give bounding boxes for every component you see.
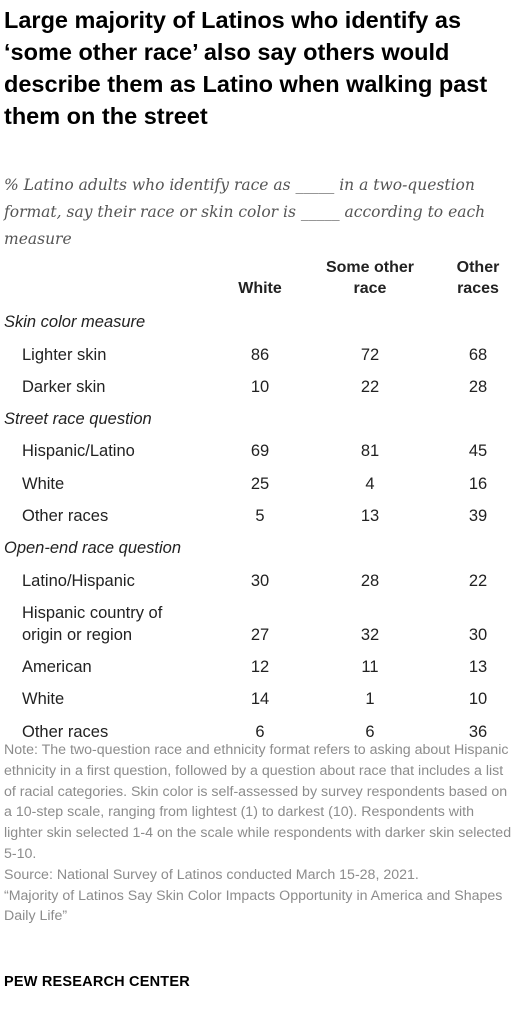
table-row: Hispanic/Latino 69 81 45 (0, 436, 518, 468)
cell-white: 69 (250, 442, 270, 461)
table-row: White 25 4 16 (0, 468, 518, 500)
section-header: Street race question (0, 404, 518, 436)
table-row: Hispanic country of origin or region 27 32… (0, 598, 518, 652)
cell-some-other-race: 11 (361, 657, 379, 676)
cell-white: 5 (255, 507, 265, 526)
cell-other-races: 13 (468, 657, 488, 676)
cell-some-other-race: 32 (360, 625, 380, 644)
cell-some-other-race: 13 (360, 507, 380, 526)
cell-some-other-race: 4 (365, 474, 375, 493)
cell-white: 10 (250, 377, 270, 396)
cell-other-races: 36 (468, 722, 488, 741)
cell-white: 30 (250, 571, 270, 590)
row-label: White (22, 690, 65, 709)
cell-white: 6 (255, 722, 265, 741)
cell-some-other-race: 72 (360, 345, 380, 364)
cell-white: 27 (250, 625, 270, 644)
row-label: Other races (22, 722, 109, 741)
chart-subtitle: % Latino adults who identify race as ___… (4, 176, 486, 248)
table-header: White Some other race Other races (0, 252, 518, 307)
cell-other-races: 39 (468, 507, 488, 526)
row-label: American (22, 657, 92, 676)
table-row: Latino/Hispanic 30 28 22 (0, 565, 518, 597)
footnotes: Note: The two-question race and ethnicit… (4, 740, 514, 927)
cell-other-races: 28 (468, 377, 488, 396)
cell-white: 25 (250, 474, 270, 493)
section-label: Skin color measure (4, 313, 146, 332)
row-label: Hispanic/Latino (22, 442, 135, 461)
section-header: Skin color measure (0, 307, 518, 339)
row-label: Other races (22, 507, 109, 526)
table-row: American 12 11 13 (0, 652, 518, 684)
table-body: Skin color measure Lighter skin 86 72 68 Dark… (0, 307, 518, 749)
table-row: White 14 1 10 (0, 684, 518, 716)
section-label: Street race question (4, 410, 152, 429)
row-label: Lighter skin (22, 345, 107, 364)
cell-white: 14 (250, 690, 270, 709)
column-header-some-other-race: Some other race (325, 259, 414, 297)
column-header-white: White (238, 280, 282, 297)
row-label: Darker skin (22, 377, 106, 396)
section-label: Open-end race question (4, 539, 182, 558)
cell-other-races: 68 (468, 345, 488, 364)
report-title: “Majority of Latinos Say Skin Color Impa… (4, 887, 503, 925)
cell-some-other-race: 22 (360, 377, 380, 396)
source-text: Source: National Survey of Latinos condu… (4, 866, 419, 883)
cell-white: 12 (250, 657, 270, 676)
cell-other-races: 10 (468, 690, 488, 709)
note-text: Note: The two-question race and ethnicit… (4, 742, 512, 862)
chart-title: Large majority of Latinos who identify a… (4, 7, 488, 129)
table-row: Other races 6 6 36 (0, 716, 518, 748)
row-label: Latino/Hispanic (22, 571, 135, 590)
cell-other-races: 30 (468, 625, 488, 644)
cell-other-races: 45 (468, 442, 488, 461)
table-row: Darker skin 10 22 28 (0, 372, 518, 404)
cell-some-other-race: 1 (365, 690, 375, 709)
data-table: White Some other race Other races Skin c… (0, 252, 518, 749)
row-label: White (22, 474, 65, 493)
column-header-other-races: Other races (456, 259, 500, 297)
cell-other-races: 22 (468, 571, 488, 590)
table-row: Other races 5 13 39 (0, 501, 518, 533)
section-header: Open-end race question (0, 533, 518, 565)
brand-logo-text: PEW RESEARCH CENTER (4, 974, 190, 990)
cell-some-other-race: 28 (360, 571, 380, 590)
cell-other-races: 16 (468, 474, 488, 493)
table-row: Lighter skin 86 72 68 (0, 339, 518, 371)
cell-some-other-race: 6 (365, 722, 375, 741)
cell-some-other-race: 81 (360, 442, 380, 461)
cell-white: 86 (250, 345, 270, 364)
row-label: Hispanic country of origin or region (22, 603, 163, 644)
